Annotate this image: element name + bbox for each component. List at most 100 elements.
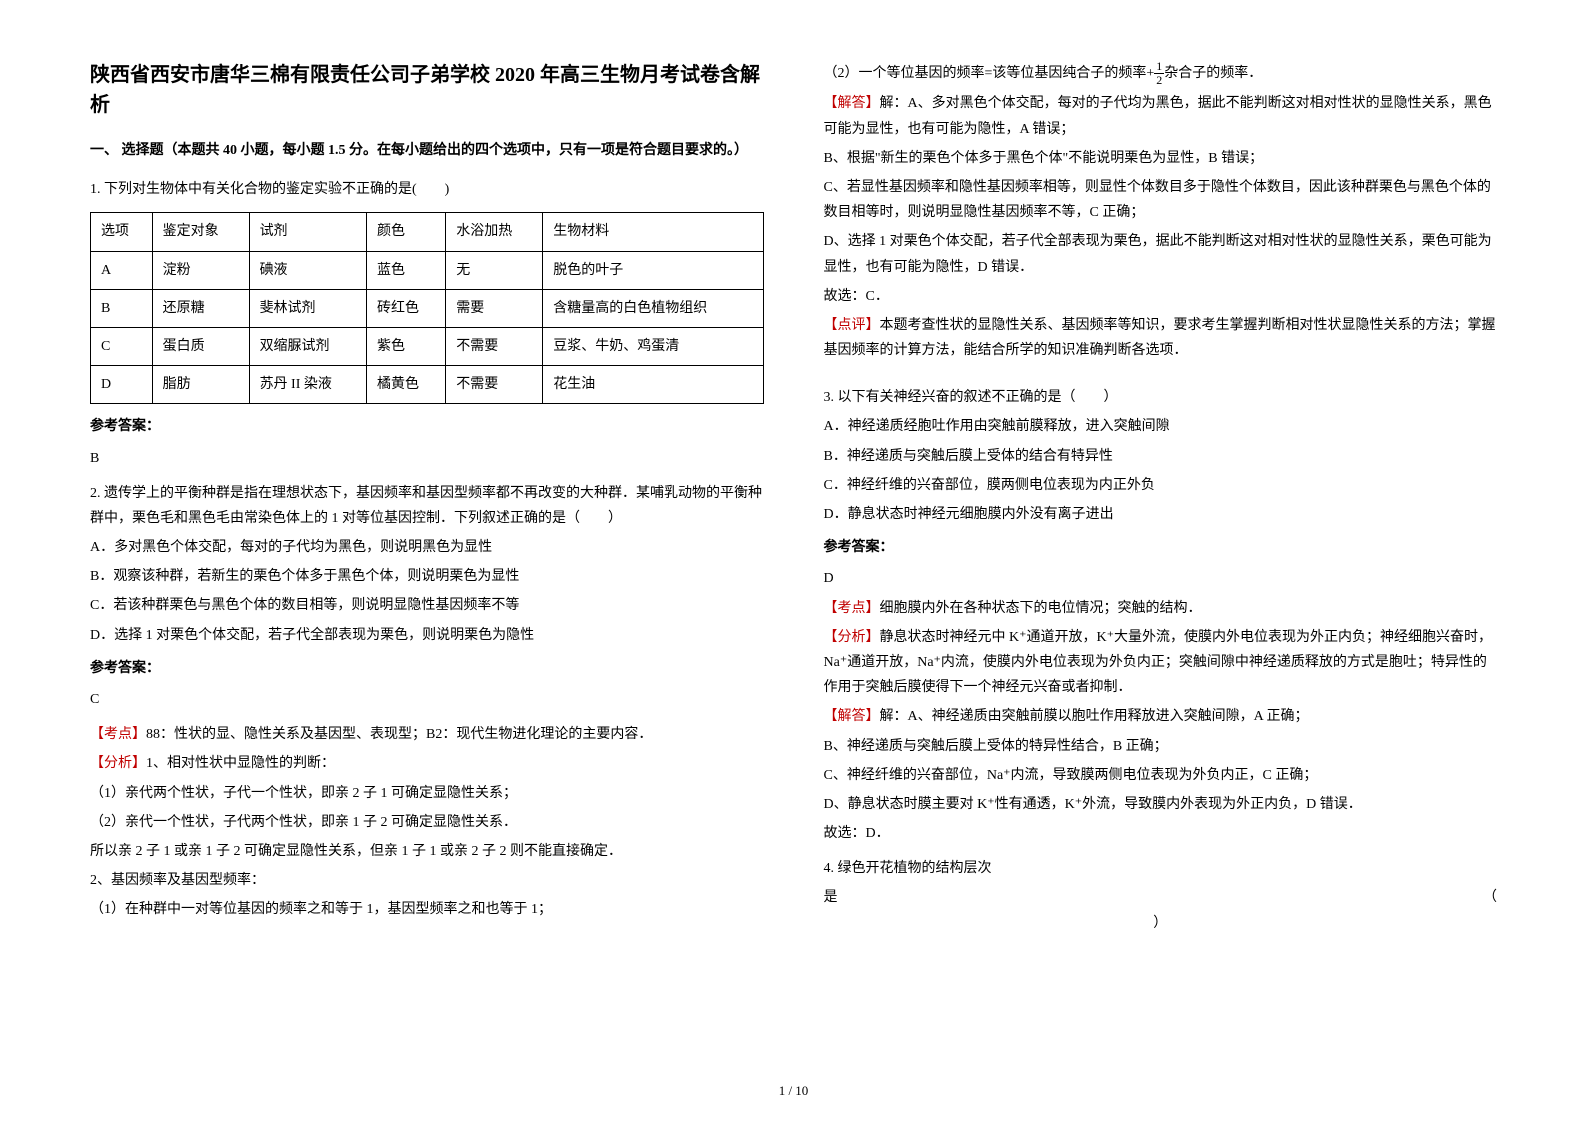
q2-fenxi-2: （2）亲代一个性状，子代两个性状，即亲 1 子 2 可确定显隐性关系． [90,810,764,835]
jieda-a-text: 解：A、神经递质由突触前膜以胞吐作用释放进入突触间隙，A 正确； [880,709,1309,724]
q2-fenxi-6: （2）一个等位基因的频率=该等位基因纯合子的频率+12杂合子的频率． [824,60,1498,87]
q2-dianping: 【点评】本题考查性状的显隐性关系、基因频率等知识，要求考生掌握判断相对性状显隐性… [824,313,1498,363]
q4-line2: 是 （ [824,885,1498,910]
table-cell: 斐林试剂 [249,289,366,327]
q2-kaodian: 【考点】88：性状的显、隐性关系及基因型、表现型；B2：现代生物进化理论的主要内… [90,722,764,747]
table-header: 生物材料 [543,213,763,251]
q4-line2-right: （ [1483,885,1497,910]
table-cell: B [91,289,153,327]
table-header: 水浴加热 [446,213,543,251]
fenxi-text: 静息状态时神经元中 K⁺通道开放，K⁺大量外流，使膜内外电位表现为外正内负；神经… [824,630,1493,695]
q2-guxuan: 故选：C． [824,284,1498,309]
fraction-half: 12 [1154,60,1164,87]
fenxi6-pre: （2）一个等位基因的频率=该等位基因纯合子的频率+ [824,66,1155,81]
q2-jieda-b: B、根据"新生的栗色个体多于黑色个体"不能说明栗色为显性，B 错误； [824,146,1498,171]
q2-option-b: B．观察该种群，若新生的栗色个体多于黑色个体，则说明栗色为显性 [90,564,764,589]
dianping-label: 【点评】 [824,318,880,333]
table-cell: 花生油 [543,366,763,404]
q2-stem: 2. 遗传学上的平衡种群是指在理想状态下，基因频率和基因型频率都不再改变的大种群… [90,481,764,531]
table-header: 颜色 [367,213,446,251]
table-cell: 砖红色 [367,289,446,327]
q1-answer: B [90,446,764,471]
q3-option-a: A．神经递质经胞吐作用由突触前膜释放，进入突触间隙 [824,414,1498,439]
jieda-label: 【解答】 [824,96,880,111]
answer-label: 参考答案： [824,535,1498,560]
q3-option-b: B．神经递质与突触后膜上受体的结合有特异性 [824,444,1498,469]
table-row: A 淀粉 碘液 蓝色 无 脱色的叶子 [91,251,764,289]
table-cell: 还原糖 [152,289,249,327]
table-cell: 不需要 [446,366,543,404]
document-title: 陕西省西安市唐华三棉有限责任公司子弟学校 2020 年高三生物月考试卷含解析 [90,60,764,120]
table-row: C 蛋白质 双缩脲试剂 紫色 不需要 豆浆、牛奶、鸡蛋清 [91,327,764,365]
jieda-label: 【解答】 [824,709,880,724]
kaodian-label: 【考点】 [90,727,146,742]
q3-guxuan: 故选：D． [824,821,1498,846]
table-cell: 蛋白质 [152,327,249,365]
q2-fenxi-label: 【分析】1、相对性状中显隐性的判断： [90,751,764,776]
table-header: 试剂 [249,213,366,251]
answer-label: 参考答案： [90,656,764,681]
q1-table: 选项 鉴定对象 试剂 颜色 水浴加热 生物材料 A 淀粉 碘液 蓝色 无 脱色的… [90,212,764,404]
question-3: 3. 以下有关神经兴奋的叙述不正确的是（ ） A．神经递质经胞吐作用由突触前膜释… [824,385,1498,846]
dianping-text: 本题考查性状的显隐性关系、基因频率等知识，要求考生掌握判断相对性状显隐性关系的方… [824,318,1496,358]
section-1-heading: 一、 选择题（本题共 40 小题，每小题 1.5 分。在每小题给出的四个选项中，… [90,138,764,163]
table-cell: 碘液 [249,251,366,289]
table-cell: 无 [446,251,543,289]
q2-jieda-a: 【解答】解：A、多对黑色个体交配，每对的子代均为黑色，据此不能判断这对相对性状的… [824,91,1498,141]
kaodian-text: 细胞膜内外在各种状态下的电位情况；突触的结构． [880,601,1202,616]
question-4: 4. 绿色开花植物的结构层次 是 （ ） [824,856,1498,936]
q4-stem: 4. 绿色开花植物的结构层次 [824,856,1498,881]
table-cell: 含糖量高的白色植物组织 [543,289,763,327]
jieda-a-text: 解：A、多对黑色个体交配，每对的子代均为黑色，据此不能判断这对相对性状的显隐性关… [824,96,1492,136]
table-cell: 紫色 [367,327,446,365]
table-cell: C [91,327,153,365]
table-cell: 双缩脲试剂 [249,327,366,365]
left-column: 陕西省西安市唐华三棉有限责任公司子弟学校 2020 年高三生物月考试卷含解析 一… [90,60,764,1062]
page-number: 1 / 10 [779,1079,809,1102]
q3-kaodian: 【考点】细胞膜内外在各种状态下的电位情况；突触的结构． [824,596,1498,621]
table-cell: 蓝色 [367,251,446,289]
q2-jieda-c: C、若显性基因频率和隐性基因频率相等，则显性个体数目多于隐性个体数目，因此该种群… [824,175,1498,225]
table-cell: 淀粉 [152,251,249,289]
table-cell: 不需要 [446,327,543,365]
table-row: D 脂肪 苏丹 II 染液 橘黄色 不需要 花生油 [91,366,764,404]
q3-jieda-d: D、静息状态时膜主要对 K⁺性有通透，K⁺外流，导致膜内外表现为外正内负，D 错… [824,792,1498,817]
q3-jieda-a: 【解答】解：A、神经递质由突触前膜以胞吐作用释放进入突触间隙，A 正确； [824,704,1498,729]
table-header: 选项 [91,213,153,251]
q3-stem: 3. 以下有关神经兴奋的叙述不正确的是（ ） [824,385,1498,410]
q3-option-c: C．神经纤维的兴奋部位，膜两侧电位表现为内正外负 [824,473,1498,498]
q3-jieda-c: C、神经纤维的兴奋部位，Na⁺内流，导致膜两侧电位表现为外负内正，C 正确； [824,763,1498,788]
table-row: B 还原糖 斐林试剂 砖红色 需要 含糖量高的白色植物组织 [91,289,764,327]
q2-fenxi-5: （1）在种群中一对等位基因的频率之和等于 1，基因型频率之和也等于 1； [90,897,764,922]
answer-label: 参考答案： [90,414,764,439]
question-1: 1. 下列对生物体中有关化合物的鉴定实验不正确的是( ) 选项 鉴定对象 试剂 … [90,177,764,471]
q2-option-d: D．选择 1 对栗色个体交配，若子代全部表现为栗色，则说明栗色为隐性 [90,623,764,648]
table-cell: A [91,251,153,289]
table-cell: 苏丹 II 染液 [249,366,366,404]
table-cell: D [91,366,153,404]
q2-jieda-d: D、选择 1 对栗色个体交配，若子代全部表现为栗色，据此不能判断这对相对性状的显… [824,229,1498,279]
table-cell: 橘黄色 [367,366,446,404]
q2-option-c: C．若该种群栗色与黑色个体的数目相等，则说明显隐性基因频率不等 [90,593,764,618]
q2-fenxi-1: （1）亲代两个性状，子代一个性状，即亲 2 子 1 可确定显隐性关系； [90,781,764,806]
q3-jieda-b: B、神经递质与突触后膜上受体的特异性结合，B 正确； [824,734,1498,759]
fenxi6-post: 杂合子的频率． [1164,66,1262,81]
q2-answer: C [90,687,764,712]
q3-fenxi: 【分析】静息状态时神经元中 K⁺通道开放，K⁺大量外流，使膜内外电位表现为外正内… [824,625,1498,701]
kaodian-label: 【考点】 [824,601,880,616]
q2-fenxi-4: 2、基因频率及基因型频率： [90,868,764,893]
fenxi-label: 【分析】 [824,630,880,645]
table-cell: 脱色的叶子 [543,251,763,289]
table-cell: 脂肪 [152,366,249,404]
table-cell: 豆浆、牛奶、鸡蛋清 [543,327,763,365]
q1-stem: 1. 下列对生物体中有关化合物的鉴定实验不正确的是( ) [90,177,764,202]
table-header: 鉴定对象 [152,213,249,251]
fenxi-label: 【分析】 [90,756,146,771]
q2-fenxi-3: 所以亲 2 子 1 或亲 1 子 2 可确定显隐性关系，但亲 1 子 1 或亲 … [90,839,764,864]
q2-option-a: A．多对黑色个体交配，每对的子代均为黑色，则说明黑色为显性 [90,535,764,560]
q3-option-d: D．静息状态时神经元细胞膜内外没有离子进出 [824,502,1498,527]
table-row: 选项 鉴定对象 试剂 颜色 水浴加热 生物材料 [91,213,764,251]
q3-answer: D [824,566,1498,591]
q4-line3: ） [824,911,1498,936]
q4-line2-left: 是 [824,885,838,910]
